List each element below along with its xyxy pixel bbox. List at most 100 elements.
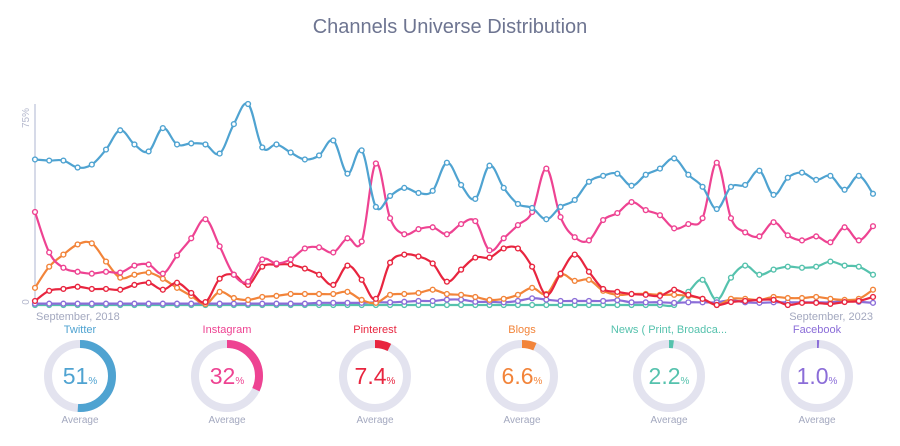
data-point[interactable] <box>386 299 394 306</box>
data-point[interactable] <box>841 262 848 269</box>
data-point[interactable] <box>600 285 607 293</box>
data-point[interactable] <box>443 290 450 298</box>
data-point[interactable] <box>486 296 493 304</box>
data-point[interactable] <box>458 291 465 298</box>
data-point[interactable] <box>813 176 820 183</box>
data-point[interactable] <box>60 251 67 258</box>
data-point[interactable] <box>301 290 308 298</box>
data-point[interactable] <box>102 268 110 275</box>
data-point[interactable] <box>557 213 564 221</box>
data-point[interactable] <box>685 220 692 228</box>
data-point[interactable] <box>372 295 379 302</box>
data-point[interactable] <box>472 298 479 305</box>
data-point[interactable] <box>46 263 53 270</box>
data-point[interactable] <box>656 299 664 306</box>
data-point[interactable] <box>429 260 436 267</box>
data-point[interactable] <box>841 298 848 306</box>
data-point[interactable] <box>727 215 735 222</box>
data-point[interactable] <box>173 284 181 291</box>
data-point[interactable] <box>727 298 735 306</box>
data-point[interactable] <box>642 299 649 306</box>
data-point[interactable] <box>529 284 536 291</box>
data-point[interactable] <box>557 270 564 277</box>
data-point[interactable] <box>656 212 664 219</box>
data-point[interactable] <box>756 233 763 240</box>
data-point[interactable] <box>727 274 735 281</box>
data-point[interactable] <box>46 300 53 307</box>
data-point[interactable] <box>216 275 223 282</box>
data-point[interactable] <box>60 285 67 293</box>
data-point[interactable] <box>614 209 621 217</box>
data-point[interactable] <box>685 291 692 298</box>
data-point[interactable] <box>386 291 394 298</box>
data-point[interactable] <box>145 269 152 276</box>
data-point[interactable] <box>543 291 550 298</box>
data-point[interactable] <box>472 195 479 202</box>
data-point[interactable] <box>344 299 351 306</box>
data-point[interactable] <box>259 144 266 151</box>
data-point[interactable] <box>628 182 635 189</box>
data-point[interactable] <box>287 300 294 307</box>
data-point[interactable] <box>60 157 67 164</box>
data-point[interactable] <box>401 184 408 191</box>
data-point[interactable] <box>415 189 422 197</box>
data-point[interactable] <box>216 243 223 250</box>
data-point[interactable] <box>742 229 749 236</box>
data-point[interactable] <box>230 294 237 302</box>
data-point[interactable] <box>472 293 479 301</box>
data-point[interactable] <box>159 300 166 307</box>
data-point[interactable] <box>671 299 678 306</box>
data-point[interactable] <box>74 241 81 248</box>
data-point[interactable] <box>31 156 39 163</box>
data-point[interactable] <box>671 155 678 162</box>
data-point[interactable] <box>798 169 806 176</box>
data-point[interactable] <box>173 252 181 259</box>
data-point[interactable] <box>273 292 280 299</box>
data-point[interactable] <box>813 293 820 301</box>
data-point[interactable] <box>500 235 507 242</box>
data-point[interactable] <box>841 186 848 193</box>
data-point[interactable] <box>344 288 351 295</box>
data-point[interactable] <box>486 247 493 254</box>
data-point[interactable] <box>514 200 522 208</box>
data-point[interactable] <box>443 278 450 285</box>
data-point[interactable] <box>784 301 791 309</box>
data-point[interactable] <box>500 184 507 191</box>
data-point[interactable] <box>685 171 692 178</box>
data-point[interactable] <box>315 152 323 159</box>
data-point[interactable] <box>386 215 394 222</box>
data-point[interactable] <box>102 285 110 293</box>
data-point[interactable] <box>557 203 564 211</box>
data-point[interactable] <box>713 159 720 166</box>
data-point[interactable] <box>31 208 39 216</box>
data-point[interactable] <box>742 262 749 269</box>
data-point[interactable] <box>287 256 294 263</box>
data-point[interactable] <box>443 296 450 303</box>
data-point[interactable] <box>727 183 735 190</box>
data-point[interactable] <box>386 192 394 200</box>
data-point[interactable] <box>401 231 408 238</box>
data-point[interactable] <box>159 270 166 277</box>
data-point[interactable] <box>529 263 536 270</box>
data-point[interactable] <box>74 268 81 275</box>
data-point[interactable] <box>315 244 323 251</box>
data-point[interactable] <box>500 245 507 252</box>
data-point[interactable] <box>543 216 550 223</box>
data-point[interactable] <box>458 301 465 309</box>
data-point[interactable] <box>74 164 81 171</box>
data-point[interactable] <box>173 141 181 148</box>
data-point[interactable] <box>102 300 110 307</box>
data-point[interactable] <box>74 283 81 290</box>
data-point[interactable] <box>869 293 877 301</box>
data-point[interactable] <box>46 249 53 256</box>
data-point[interactable] <box>770 296 777 304</box>
data-point[interactable] <box>330 281 337 289</box>
data-point[interactable] <box>543 301 550 309</box>
data-point[interactable] <box>287 261 294 268</box>
data-point[interactable] <box>443 159 450 166</box>
data-point[interactable] <box>756 167 763 174</box>
data-point[interactable] <box>330 249 337 256</box>
data-point[interactable] <box>372 203 379 211</box>
data-point[interactable] <box>713 301 720 309</box>
data-point[interactable] <box>315 290 323 298</box>
